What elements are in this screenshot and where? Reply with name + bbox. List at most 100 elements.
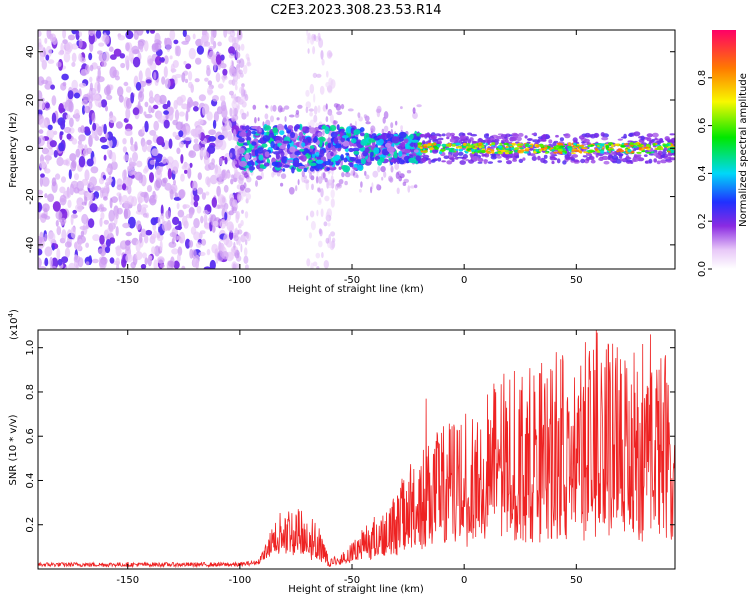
spectrogram-blob-471 — [150, 30, 155, 34]
spectrogram-blob-1312 — [325, 211, 330, 222]
spectrogram-blob-2632 — [540, 138, 547, 142]
spectrogram-blob-826 — [197, 187, 204, 195]
spectrogram-blob-1119 — [238, 58, 245, 68]
spectrogram-blob-2741 — [660, 154, 665, 158]
spectrogram-blob-669 — [144, 165, 150, 172]
spectrogram-blob-2713 — [430, 135, 437, 140]
spectrogram-blob-1050 — [172, 235, 180, 241]
spectrogram-blob-2954 — [573, 146, 577, 149]
spectrogram-blob-1032 — [73, 255, 81, 263]
spectrogram-blob-932 — [153, 259, 158, 269]
spectrogram-blob-2067 — [278, 148, 284, 153]
spectrogram-blob-1390 — [252, 104, 257, 110]
spectrogram-blob-783 — [162, 103, 169, 110]
spectrogram-blob-1214 — [237, 104, 240, 110]
spectrogram-blob-1040 — [195, 259, 199, 269]
spectrogram-blob-352 — [229, 90, 234, 96]
spectrogram-blob-976 — [165, 210, 171, 220]
spectrogram-blob-892 — [205, 32, 210, 40]
spectrogram-blob-2201 — [342, 165, 351, 173]
spectrogram-blob-2282 — [373, 147, 380, 155]
spectrogram-blob-1164 — [229, 64, 236, 73]
spectrogram-blob-3141 — [419, 146, 423, 150]
spectrogram-blob-2207 — [264, 151, 270, 158]
spectrogram-blob-2225 — [347, 128, 351, 134]
spectrogram-blob-2733 — [568, 156, 574, 159]
spectrogram-blob-574 — [71, 138, 78, 145]
spectrogram-blob-72 — [153, 120, 159, 131]
spectrogram-blob-3185 — [562, 150, 567, 153]
spectrogram-blob-2216 — [268, 132, 275, 138]
spectrogram-blob-980 — [116, 192, 122, 197]
spectrogram-blob-1027 — [203, 137, 207, 145]
snr-panel: -150 -100 -50 0 50 0.2 0.4 0.6 0.8 1.0 Height of… — [7, 309, 676, 595]
spectrogram-blob-2121 — [277, 123, 284, 131]
spectrogram-blob-449 — [119, 195, 123, 206]
spectrogram-blob-1058 — [79, 225, 88, 230]
spectrogram-blob-1121 — [229, 224, 235, 233]
spectrogram-blob-767 — [150, 217, 158, 226]
spectrogram-blob-64 — [223, 30, 228, 38]
spectrogram-blob-2230 — [316, 163, 324, 170]
spectrogram-blob-537 — [160, 213, 165, 220]
spectrogram-blob-1256 — [327, 222, 331, 227]
spectrogram-blob-216 — [56, 226, 62, 236]
spectrogram-blob-802 — [196, 205, 202, 214]
spectrogram-blob-1141 — [243, 255, 249, 264]
spectrogram-blob-1489 — [344, 180, 348, 186]
spectrogram-blob-973 — [137, 203, 142, 213]
spectrogram-blob-2941 — [429, 149, 433, 153]
spectrogram-blob-1545 — [340, 103, 345, 110]
spectrogram-blob-1402 — [288, 114, 295, 118]
spectrogram-blob-1061 — [135, 81, 142, 91]
spectrogram-blob-665 — [45, 102, 50, 109]
spectrogram-blob-435 — [223, 184, 229, 193]
spectrogram-blob-1049 — [111, 196, 118, 204]
spectrogram-blob-1353 — [280, 182, 284, 187]
spectrogram-blob-2599 — [421, 157, 427, 163]
spectrogram-blob-529 — [206, 204, 211, 212]
spectrogram-blob-2743 — [468, 159, 475, 164]
spectrogram-x-label: Height of straight line (km) — [288, 284, 424, 295]
spectrogram-blob-952 — [66, 133, 72, 140]
spectrogram-blob-3035 — [458, 148, 464, 152]
spectrogram-blob-1133 — [240, 243, 243, 253]
spectrogram-blob-993 — [182, 30, 187, 37]
spectrogram-blob-2846 — [658, 144, 662, 147]
spectrogram-blob-2284 — [353, 129, 361, 135]
spectrogram-blob-811 — [96, 76, 105, 83]
spectrogram-blob-2535 — [612, 152, 616, 155]
spectrogram-blob-1496 — [295, 185, 298, 192]
spectrogram-blob-929 — [49, 140, 57, 148]
spectrogram-blob-937 — [141, 126, 145, 134]
spectrogram-blob-2128 — [370, 151, 374, 157]
spectrogram-blob-888 — [216, 137, 224, 148]
spectrogram-blob-1041 — [124, 240, 131, 251]
spectrogram-blob-2261 — [386, 133, 391, 139]
spectrogram-blob-692 — [208, 135, 217, 142]
spectrogram-blob-886 — [169, 30, 176, 41]
snr-scale-label: (x104) — [7, 309, 20, 340]
spectrogram-blob-1964 — [349, 157, 357, 162]
spectrogram-blob-878 — [151, 148, 159, 157]
spectrogram-blob-833 — [92, 122, 97, 131]
spectrogram-blob-2633 — [657, 150, 663, 156]
colorbar-tick-label: 0.8 — [697, 70, 708, 86]
spectrogram-blob-934 — [57, 258, 63, 266]
spectrogram-blob-1084 — [174, 45, 179, 57]
spectrogram-blob-1486 — [309, 172, 313, 180]
spectrogram-blob-2387 — [548, 139, 553, 144]
spectrogram-blob-2325 — [437, 137, 444, 141]
spectrogram-blob-412 — [38, 248, 43, 256]
spectrogram-blob-1272 — [317, 199, 322, 205]
spectrogram-blob-486 — [216, 185, 221, 197]
spectrogram-blob-3012 — [633, 142, 638, 146]
spectrogram-blob-1174 — [229, 152, 233, 158]
spectrogram-blob-1513 — [390, 128, 393, 136]
spectrogram-blob-996 — [38, 30, 42, 37]
spectrogram-blob-2481 — [441, 160, 446, 163]
spectrogram-blob-3155 — [510, 147, 515, 151]
spectrogram-blob-1055 — [58, 103, 64, 114]
spectrogram-blob-2218 — [281, 156, 287, 164]
spectrogram-blob-2079 — [272, 127, 279, 134]
